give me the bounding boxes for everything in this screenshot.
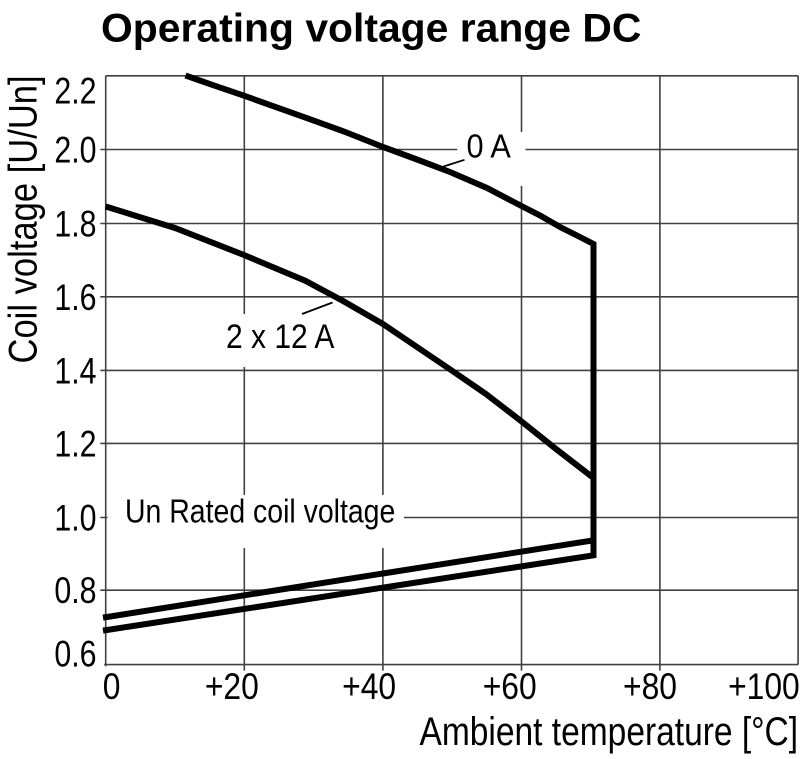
svg-text:1.2: 1.2 [54, 424, 96, 466]
svg-text:Operating voltage range DC: Operating voltage range DC [101, 5, 641, 51]
svg-text:Coil voltage [U/Un]: Coil voltage [U/Un] [0, 75, 45, 363]
svg-text:2.2: 2.2 [54, 70, 96, 112]
svg-text:1.4: 1.4 [54, 351, 96, 393]
svg-text:+80: +80 [623, 667, 677, 708]
svg-text:Un Rated coil voltage: Un Rated coil voltage [125, 493, 395, 530]
svg-text:+60: +60 [483, 667, 537, 708]
svg-text:0: 0 [103, 667, 121, 708]
svg-text:2.0: 2.0 [54, 130, 96, 172]
svg-text:1.0: 1.0 [54, 498, 96, 540]
svg-text:0.8: 0.8 [54, 570, 96, 612]
svg-text:0.6: 0.6 [54, 634, 96, 676]
svg-text:1.6: 1.6 [54, 277, 96, 319]
svg-text:Ambient temperature [°C]: Ambient temperature [°C] [420, 709, 799, 753]
svg-text:2 x 12 A: 2 x 12 A [226, 317, 335, 355]
svg-text:0 A: 0 A [467, 127, 512, 164]
svg-text:1.8: 1.8 [54, 204, 96, 246]
svg-text:+40: +40 [342, 667, 396, 708]
svg-text:+20: +20 [205, 667, 259, 708]
svg-text:+100: +100 [728, 667, 800, 708]
